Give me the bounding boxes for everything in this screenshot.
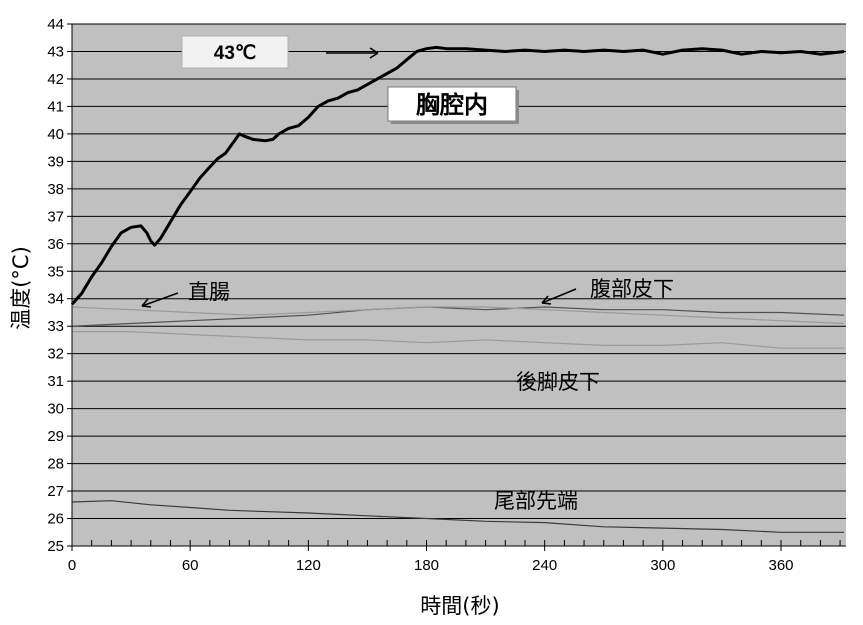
y-tick-label: 37 [47, 208, 64, 225]
x-tick-label: 240 [532, 557, 557, 574]
badge-43c-text: 43℃ [214, 43, 256, 64]
y-axis-ticks: 25 26 27 28 29 30 31 32 33 34 35 36 37 38 39 40 41 42 43 44 [47, 16, 72, 555]
rectum-label: 直腸 [188, 280, 230, 304]
x-tick-label: 120 [296, 557, 321, 574]
arrowhead-icon [541, 295, 552, 305]
x-axis-ticks: 0 60 120 180 240 300 360 [68, 540, 841, 574]
y-tick-label: 34 [47, 291, 64, 308]
y-tick-label: 39 [47, 153, 64, 170]
y-tick-label: 26 [47, 511, 64, 528]
abdomen-arrow [541, 288, 577, 305]
y-tick-label: 33 [47, 318, 64, 335]
tail-label: 尾部先端 [494, 489, 578, 513]
y-tick-label: 27 [47, 483, 64, 500]
y-tick-label: 29 [47, 428, 64, 445]
x-axis-title: 時間(秒) [420, 594, 499, 618]
abdomen-label: 腹部皮下 [590, 277, 674, 301]
x-tick-label: 360 [768, 557, 793, 574]
thoracic-label: 胸腔内 [416, 91, 488, 119]
series-line-0 [71, 306, 845, 327]
y-tick-label: 36 [47, 236, 64, 253]
label-thoracic-box: 胸腔内 [387, 86, 519, 124]
series-line-2 [72, 331, 844, 349]
y-tick-label: 25 [47, 538, 64, 555]
y-tick-label: 41 [47, 98, 64, 115]
abdomen-arrow-shaft [541, 288, 577, 304]
thoracic-label-shadow-bottom [391, 121, 519, 124]
series-line-3 [71, 500, 844, 533]
thoracic-label-shadow [516, 90, 519, 124]
y-tick-label: 35 [47, 263, 64, 280]
y-tick-label: 44 [47, 16, 64, 33]
series-line-4 [70, 45, 845, 306]
hindleg-label: 後脚皮下 [516, 370, 600, 394]
thoracic-label-box [387, 86, 517, 122]
badge-43c: 43℃ [181, 35, 289, 69]
arrow-to-43c [326, 47, 379, 59]
x-tick-label: 60 [182, 557, 199, 574]
x-tick-label: 180 [414, 557, 439, 574]
y-tick-label: 40 [47, 126, 64, 143]
arrowhead-icon [141, 298, 152, 308]
series-layer [70, 45, 845, 533]
y-axis-title: 温度(°C) [9, 246, 33, 330]
gridlines [72, 23, 846, 520]
y-tick-label: 38 [47, 181, 64, 198]
y-tick-label: 32 [47, 346, 64, 363]
badge-43c-box [181, 35, 289, 69]
x-tick-label: 0 [68, 557, 76, 574]
y-tick-label: 28 [47, 456, 64, 473]
y-tick-label: 31 [47, 373, 64, 390]
x-tick-label: 300 [650, 557, 675, 574]
y-tick-label: 42 [47, 71, 64, 88]
y-tick-label: 30 [47, 401, 64, 418]
y-tick-label: 43 [47, 43, 64, 60]
series-line-1 [71, 306, 845, 325]
rectum-arrow [141, 292, 179, 308]
arrowhead-icon [369, 47, 379, 59]
rectum-arrow-shaft [141, 292, 179, 307]
